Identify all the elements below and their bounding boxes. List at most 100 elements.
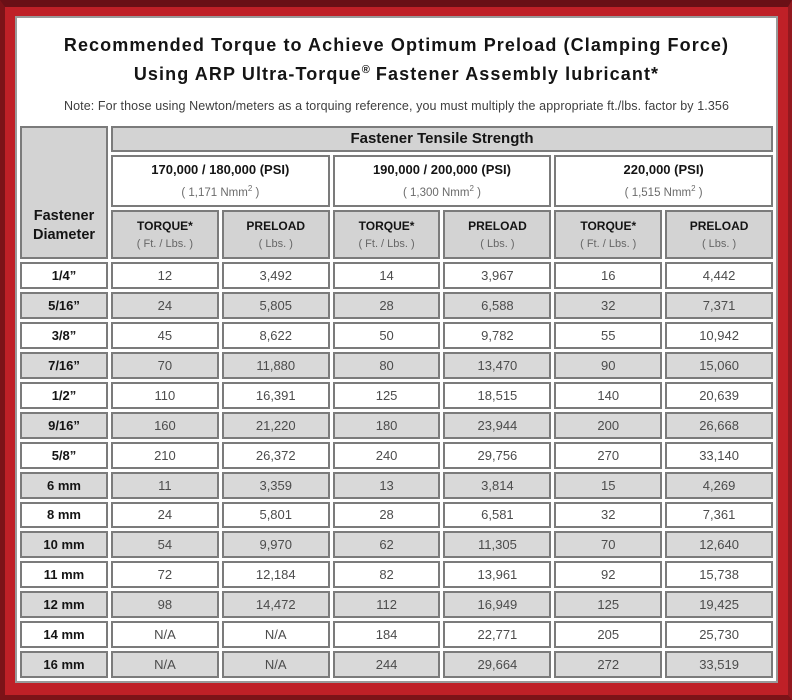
registered-trademark-symbol: ® xyxy=(361,64,370,76)
torque-value-cell: 32 xyxy=(554,292,663,320)
torque-value-cell: 13 xyxy=(332,471,441,499)
tensile-strength-header-row: Fastener Diameter Fastener Tensile Stren… xyxy=(20,126,773,260)
torque-value-cell: 272 xyxy=(554,651,663,678)
torque-value-cell: 160 xyxy=(111,411,219,439)
preload-value-cell: 3,967 xyxy=(443,262,552,290)
content-panel: Recommended Torque to Achieve Optimum Pr… xyxy=(15,16,778,683)
preload-column-header: PRELOAD ( Lbs. ) xyxy=(443,209,552,260)
torque-value-cell: 140 xyxy=(554,381,663,409)
torque-value-cell: 125 xyxy=(332,381,441,409)
torque-value-cell: 92 xyxy=(554,561,663,589)
preload-value-cell: 11,305 xyxy=(443,531,552,559)
psi-group-header-170-180: 170,000 / 180,000 (PSI) ( 1,171 Nmm2 ) xyxy=(111,154,330,207)
torque-value-cell: 240 xyxy=(332,441,441,469)
title-line-1: Recommended Torque to Achieve Optimum Pr… xyxy=(63,35,730,55)
torque-value-cell: 11 xyxy=(111,471,219,499)
preload-value-cell: 12,640 xyxy=(665,531,773,559)
table-row: 3/8” 45 8,622 50 9,782 55 10,942 xyxy=(20,322,773,349)
preload-value-cell: 29,664 xyxy=(443,651,552,678)
preload-value-cell: 5,801 xyxy=(221,501,330,529)
table-row: 5/16” 24 5,805 28 6,588 32 7,371 xyxy=(20,292,773,320)
torque-value-cell: 14 xyxy=(332,262,441,290)
torque-value-cell: 244 xyxy=(332,651,441,678)
preload-value-cell: 9,782 xyxy=(443,322,552,349)
preload-value-cell: 13,470 xyxy=(443,351,552,379)
preload-value-cell: 25,730 xyxy=(665,621,773,649)
preload-value-cell: 3,814 xyxy=(443,471,552,499)
preload-value-cell: 4,442 xyxy=(665,262,773,290)
torque-value-cell: N/A xyxy=(111,651,219,678)
fastener-diameter-cell: 1/4” xyxy=(20,262,108,290)
table-row: 1/4” 12 3,492 14 3,967 16 4,442 xyxy=(20,262,773,290)
title-block: Recommended Torque to Achieve Optimum Pr… xyxy=(17,18,776,123)
torque-value-cell: 98 xyxy=(111,591,219,619)
psi-header-row: 170,000 / 180,000 (PSI) ( 1,171 Nmm2 ) 1… xyxy=(20,154,773,207)
torque-value-cell: 45 xyxy=(111,322,219,349)
fastener-diameter-cell: 8 mm xyxy=(20,501,108,529)
title-line-2: Using ARP Ultra-Torque® Fastener Assembl… xyxy=(133,64,660,84)
table-row: 12 mm 98 14,472 112 16,949 125 19,425 xyxy=(20,591,773,619)
torque-value-cell: 210 xyxy=(111,441,219,469)
preload-value-cell: 20,639 xyxy=(665,381,773,409)
preload-value-cell: N/A xyxy=(221,621,330,649)
torque-value-cell: 110 xyxy=(111,381,219,409)
table-row: 10 mm 54 9,970 62 11,305 70 12,640 xyxy=(20,531,773,559)
preload-value-cell: 23,944 xyxy=(443,411,552,439)
torque-preload-table: Fastener Diameter Fastener Tensile Stren… xyxy=(17,123,776,681)
table-row: 8 mm 24 5,801 28 6,581 32 7,361 xyxy=(20,501,773,529)
psi-group-header-220: 220,000 (PSI) ( 1,515 Nmm2 ) xyxy=(554,154,773,207)
torque-column-header: TORQUE* ( Ft. / Lbs. ) xyxy=(332,209,441,260)
preload-value-cell: 13,961 xyxy=(443,561,552,589)
torque-value-cell: N/A xyxy=(111,621,219,649)
preload-value-cell: 9,970 xyxy=(221,531,330,559)
fastener-diameter-cell: 16 mm xyxy=(20,651,108,678)
torque-table-body: Fastener Diameter Fastener Tensile Stren… xyxy=(20,126,773,678)
preload-value-cell: 16,949 xyxy=(443,591,552,619)
torque-value-cell: 54 xyxy=(111,531,219,559)
preload-value-cell: 3,359 xyxy=(221,471,330,499)
torque-value-cell: 80 xyxy=(332,351,441,379)
column-header-row: TORQUE* ( Ft. / Lbs. ) PRELOAD ( Lbs. ) … xyxy=(20,209,773,260)
table-row: 6 mm 11 3,359 13 3,814 15 4,269 xyxy=(20,471,773,499)
preload-value-cell: 14,472 xyxy=(221,591,330,619)
torque-value-cell: 90 xyxy=(554,351,663,379)
preload-column-header: PRELOAD ( Lbs. ) xyxy=(665,209,773,260)
preload-value-cell: 3,492 xyxy=(221,262,330,290)
torque-value-cell: 82 xyxy=(332,561,441,589)
preload-value-cell: 26,372 xyxy=(221,441,330,469)
torque-value-cell: 28 xyxy=(332,292,441,320)
preload-value-cell: 6,581 xyxy=(443,501,552,529)
torque-value-cell: 24 xyxy=(111,292,219,320)
preload-value-cell: 33,140 xyxy=(665,441,773,469)
preload-value-cell: 5,805 xyxy=(221,292,330,320)
torque-value-cell: 55 xyxy=(554,322,663,349)
preload-value-cell: 29,756 xyxy=(443,441,552,469)
torque-value-cell: 62 xyxy=(332,531,441,559)
table-row: 7/16” 70 11,880 80 13,470 90 15,060 xyxy=(20,351,773,379)
preload-value-cell: 18,515 xyxy=(443,381,552,409)
preload-value-cell: 19,425 xyxy=(665,591,773,619)
preload-value-cell: 33,519 xyxy=(665,651,773,678)
preload-value-cell: 6,588 xyxy=(443,292,552,320)
fastener-diameter-cell: 5/8” xyxy=(20,441,108,469)
torque-value-cell: 70 xyxy=(554,531,663,559)
torque-value-cell: 15 xyxy=(554,471,663,499)
fastener-diameter-cell: 12 mm xyxy=(20,591,108,619)
torque-value-cell: 112 xyxy=(332,591,441,619)
fastener-diameter-cell: 5/16” xyxy=(20,292,108,320)
torque-column-header: TORQUE* ( Ft. / Lbs. ) xyxy=(111,209,219,260)
torque-value-cell: 16 xyxy=(554,262,663,290)
preload-value-cell: 16,391 xyxy=(221,381,330,409)
table-row: 1/2” 110 16,391 125 18,515 140 20,639 xyxy=(20,381,773,409)
torque-value-cell: 72 xyxy=(111,561,219,589)
table-row: 9/16” 160 21,220 180 23,944 200 26,668 xyxy=(20,411,773,439)
torque-value-cell: 270 xyxy=(554,441,663,469)
torque-value-cell: 32 xyxy=(554,501,663,529)
preload-column-header: PRELOAD ( Lbs. ) xyxy=(221,209,330,260)
preload-value-cell: 10,942 xyxy=(665,322,773,349)
fastener-diameter-cell: 1/2” xyxy=(20,381,108,409)
preload-value-cell: 21,220 xyxy=(221,411,330,439)
torque-value-cell: 24 xyxy=(111,501,219,529)
page-title: Recommended Torque to Achieve Optimum Pr… xyxy=(23,33,770,87)
